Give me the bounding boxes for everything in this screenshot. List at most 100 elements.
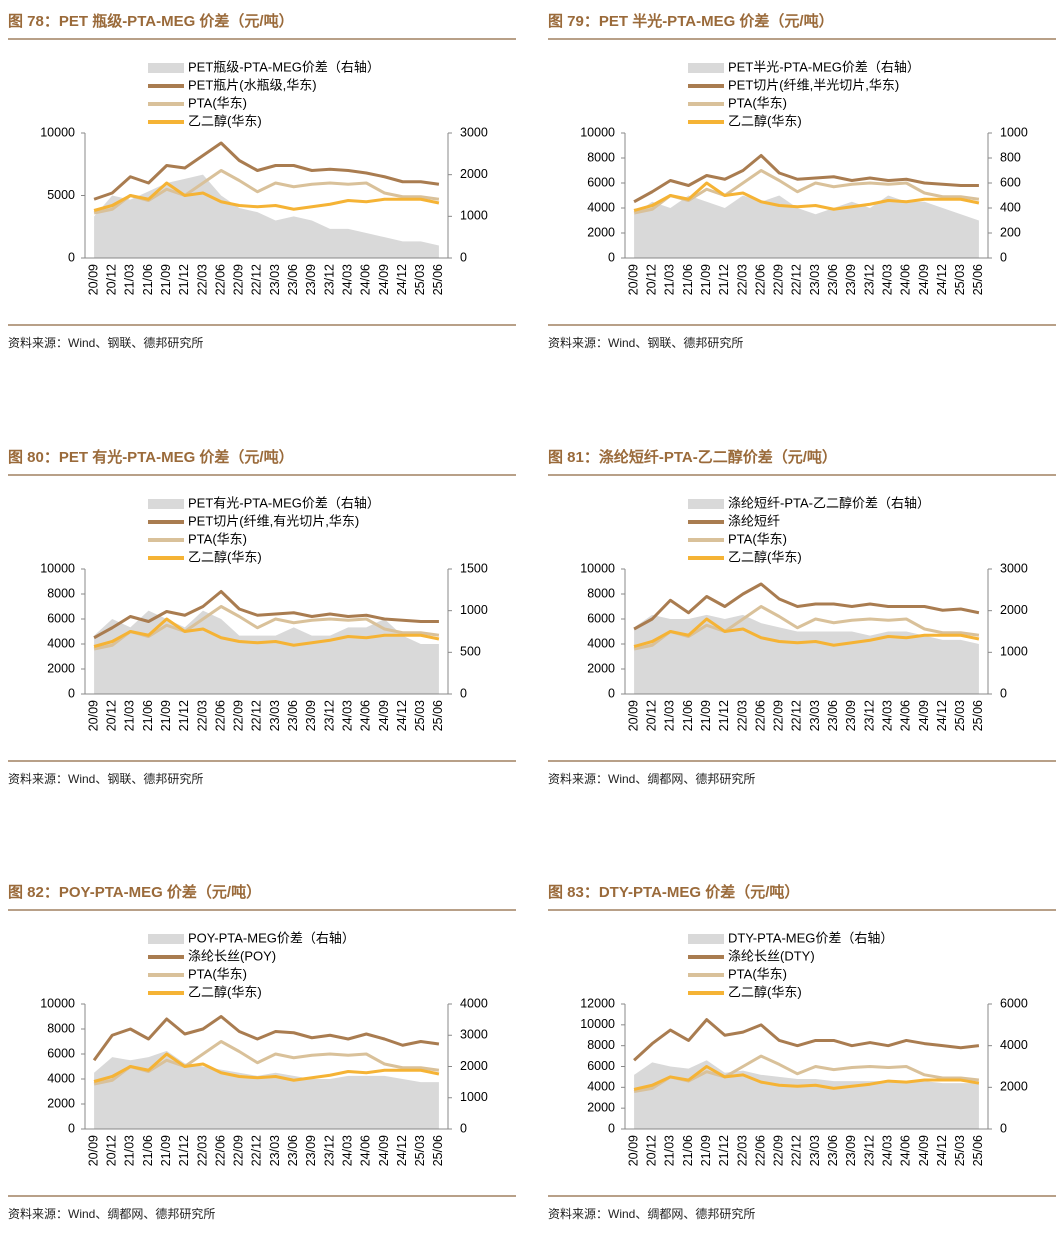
spread-area (634, 1060, 979, 1129)
price-line (633, 154, 979, 204)
legend-label: PTA(华东) (188, 966, 247, 981)
legend-label: POY-PTA-MEG价差（右轴） (188, 930, 355, 945)
legend-label: 涤纶长丝(DTY) (728, 948, 815, 963)
x-tick-label: 23/09 (304, 264, 318, 295)
price-line (633, 1065, 980, 1091)
x-tick-label: 20/09 (626, 700, 640, 731)
legend-swatch (688, 63, 724, 73)
y-tick-label: 8000 (47, 1021, 75, 1035)
price-line (633, 169, 980, 215)
x-tick-label: 24/12 (935, 700, 949, 731)
x-tick-label: 24/06 (359, 1135, 373, 1166)
y2-tick-label: 6000 (1000, 996, 1028, 1010)
figure-title: 图 82：POY-PTA-MEG 价差（元/吨） (8, 883, 261, 901)
source-note: 资料来源：Wind、绸都网、德邦研究所 (548, 1206, 755, 1221)
x-tick-label: 21/09 (159, 264, 173, 295)
x-tick-label: 25/06 (971, 700, 985, 731)
x-tick-label: 21/12 (177, 264, 191, 295)
x-tick-label: 21/03 (663, 1135, 677, 1166)
y2-tick-label: 0 (460, 686, 467, 700)
x-tick-label: 24/09 (917, 1135, 931, 1166)
legend-label: 涤纶长丝(POY) (188, 948, 276, 963)
x-tick-label: 25/06 (971, 1135, 985, 1166)
x-tick-label: 24/09 (917, 264, 931, 295)
x-tick-label: 20/12 (645, 700, 659, 731)
x-tick-label: 23/03 (268, 264, 282, 295)
x-tick-label: 24/06 (899, 700, 913, 731)
source-note: 资料来源：Wind、绸都网、德邦研究所 (548, 771, 755, 786)
x-tick-label: 22/03 (195, 700, 209, 731)
x-tick-label: 23/09 (844, 264, 858, 295)
y2-tick-label: 400 (1000, 200, 1021, 214)
x-tick-label: 23/12 (322, 700, 336, 731)
x-tick-label: 24/03 (340, 264, 354, 295)
price-line (633, 605, 980, 651)
legend-swatch (148, 63, 184, 73)
figure-title: 图 80：PET 有光-PTA-MEG 价差（元/吨） (8, 448, 294, 466)
x-tick-label: 24/03 (340, 700, 354, 731)
y-tick-label: 10000 (40, 561, 75, 575)
y2-tick-label: 2000 (1000, 1080, 1028, 1094)
y-tick-label: 0 (608, 250, 615, 264)
x-tick-label: 23/03 (268, 1135, 282, 1166)
x-tick-label: 23/06 (286, 1135, 300, 1166)
y-tick-label: 6000 (587, 1059, 615, 1073)
x-tick-label: 23/09 (844, 1135, 858, 1166)
x-tick-label: 20/09 (86, 1135, 100, 1166)
x-tick-label: 24/06 (359, 700, 373, 731)
x-tick-label: 20/12 (105, 1135, 119, 1166)
y-tick-label: 6000 (587, 611, 615, 625)
legend-label: PTA(华东) (728, 531, 787, 546)
x-tick-label: 25/03 (953, 700, 967, 731)
x-tick-label: 21/03 (123, 264, 137, 295)
y2-tick-label: 1500 (460, 561, 488, 575)
x-tick-label: 20/09 (626, 264, 640, 295)
x-tick-label: 22/03 (735, 264, 749, 295)
y2-tick-label: 1000 (1000, 125, 1028, 139)
x-tick-label: 22/06 (213, 700, 227, 731)
x-tick-label: 22/06 (213, 1135, 227, 1166)
x-tick-label: 25/06 (431, 1135, 445, 1166)
legend-label: 乙二醇(华东) (188, 984, 262, 999)
legend-swatch (688, 499, 724, 509)
x-tick-label: 22/12 (250, 700, 264, 731)
x-tick-label: 21/03 (663, 264, 677, 295)
y2-tick-label: 4000 (1000, 1038, 1028, 1052)
x-tick-label: 23/06 (286, 264, 300, 295)
x-tick-label: 22/12 (250, 264, 264, 295)
y2-tick-label: 800 (1000, 150, 1021, 164)
x-tick-label: 21/12 (177, 700, 191, 731)
x-tick-label: 23/03 (808, 1135, 822, 1166)
y2-tick-label: 1000 (460, 1090, 488, 1104)
x-tick-label: 22/06 (753, 1135, 767, 1166)
x-tick-label: 20/09 (86, 264, 100, 295)
source-note: 资料来源：Wind、钢联、德邦研究所 (8, 771, 203, 786)
x-tick-label: 21/06 (681, 1135, 695, 1166)
legend-swatch (148, 934, 184, 944)
y2-tick-label: 2000 (460, 167, 488, 181)
y-tick-label: 2000 (47, 661, 75, 675)
x-tick-label: 21/03 (123, 1135, 137, 1166)
legend-label: PET有光-PTA-MEG价差（右轴） (188, 495, 380, 510)
x-tick-label: 22/09 (772, 700, 786, 731)
price-line (92, 1015, 440, 1062)
x-tick-label: 22/03 (195, 1135, 209, 1166)
x-tick-label: 25/06 (431, 264, 445, 295)
legend-label: 乙二醇(华东) (188, 113, 262, 128)
price-line (93, 1052, 440, 1083)
x-tick-label: 23/03 (808, 700, 822, 731)
x-tick-label: 21/09 (159, 700, 173, 731)
x-tick-label: 22/09 (232, 700, 246, 731)
y2-tick-label: 0 (1000, 250, 1007, 264)
y-tick-label: 2000 (587, 661, 615, 675)
y-tick-label: 2000 (587, 225, 615, 239)
figure: 图 79：PET 半光-PTA-MEG 价差（元/吨） 资料来源：Wind、钢联、… (548, 12, 1056, 350)
price-line (93, 169, 440, 215)
legend-label: PTA(华东) (728, 966, 787, 981)
x-tick-label: 21/12 (717, 264, 731, 295)
x-tick-label: 22/12 (790, 264, 804, 295)
x-tick-label: 25/06 (431, 700, 445, 731)
x-tick-label: 21/06 (141, 264, 155, 295)
x-tick-label: 23/12 (322, 1135, 336, 1166)
